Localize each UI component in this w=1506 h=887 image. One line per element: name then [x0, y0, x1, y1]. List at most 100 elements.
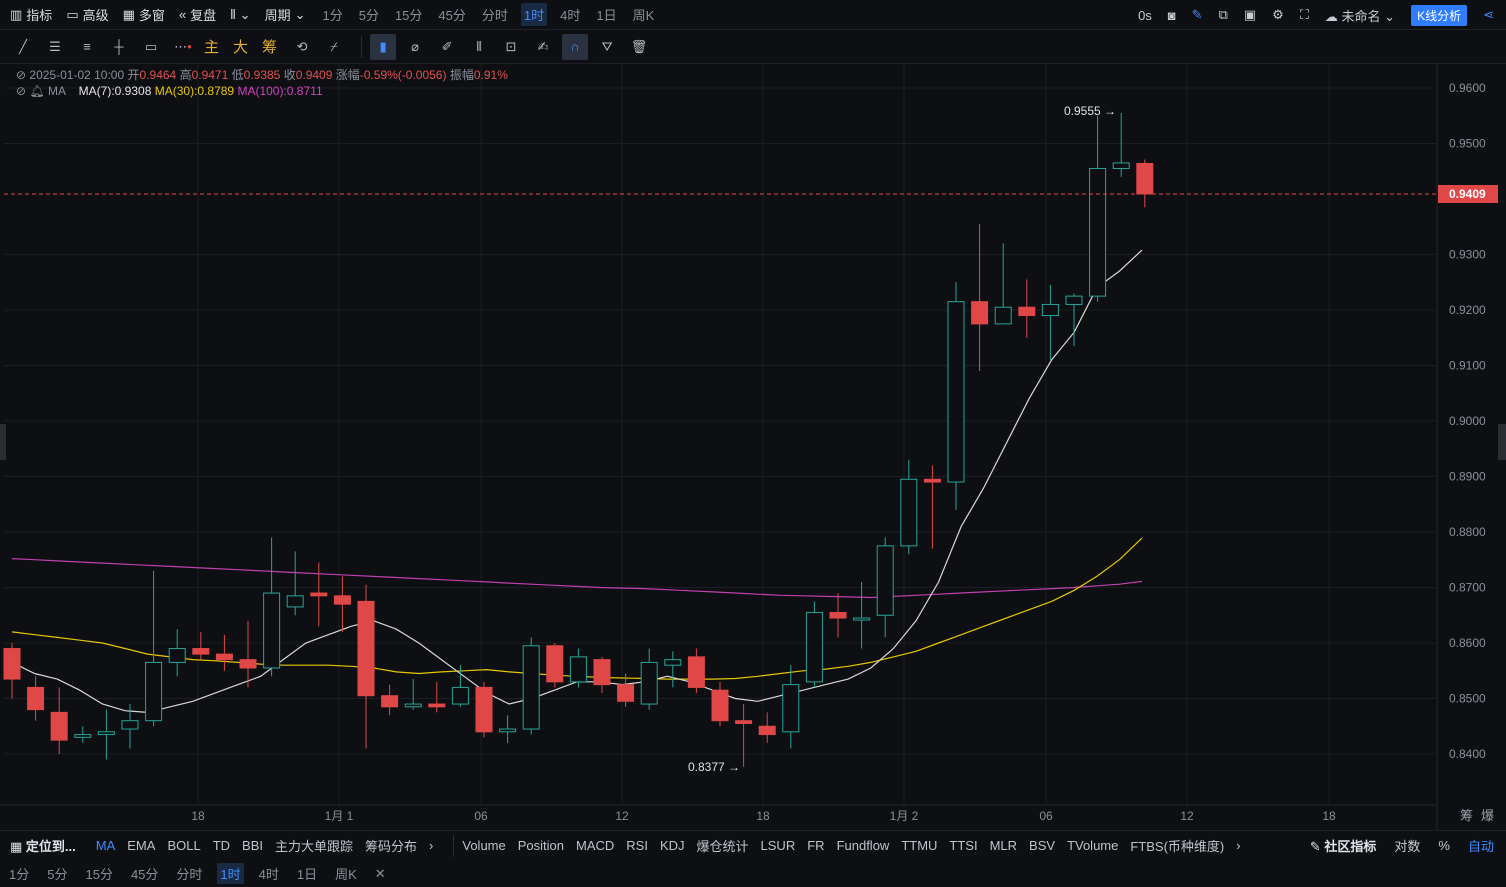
chart-type-dropdown[interactable]: ⫴ ⌄	[230, 7, 250, 23]
indicator-ema[interactable]: EMA	[127, 838, 156, 853]
hide-drawings-icon[interactable]: ⌿	[330, 38, 338, 54]
pen-icon[interactable]: ✎	[1191, 7, 1203, 22]
candle-body	[664, 659, 682, 666]
edit-icon[interactable]: ✍	[537, 38, 549, 54]
indicator-rsi[interactable]: RSI	[626, 838, 648, 853]
indicator-lsur[interactable]: LSUR	[760, 838, 796, 853]
gear-icon[interactable]: ⚙	[1272, 7, 1284, 22]
indicator-bbi[interactable]: BBI	[242, 838, 263, 853]
price-chart[interactable]: 0.9600 0.9500 0.9300 0.9200 0.9100 0.9000 0.89…	[0, 64, 1506, 830]
multi-window-button[interactable]: ▦ 多窗	[122, 6, 165, 24]
sync-icon[interactable]: ⟲	[296, 38, 308, 54]
candles-icon[interactable]: ⫴	[476, 38, 482, 54]
candle-body	[782, 684, 800, 733]
indicator-boll[interactable]: BOLL	[167, 838, 201, 853]
tab-timeframe-1w[interactable]: 周K	[632, 8, 655, 23]
more-icon[interactable]: ⋯ ●	[174, 38, 192, 54]
indicator-td[interactable]: TD	[212, 838, 231, 853]
chevron-right-icon[interactable]: ›	[1236, 838, 1241, 853]
candle-body	[853, 617, 871, 621]
parallel-lines-icon[interactable]: ☰	[49, 38, 61, 54]
indicator-liquidation[interactable]: 爆仓统计	[696, 839, 749, 854]
indicator-macd[interactable]: MACD	[576, 838, 615, 853]
brush-icon[interactable]: ✐	[441, 38, 453, 54]
btm-timeframe-5m[interactable]: 5分	[47, 867, 68, 882]
candle-body	[333, 595, 351, 605]
auto-scale-toggle[interactable]: 自动	[1467, 839, 1494, 854]
bell-icon[interactable]: 🔔︎	[29, 84, 45, 98]
indicator-chip-distribution[interactable]: 筹码分布	[365, 839, 418, 854]
btm-timeframe-15m[interactable]: 15分	[85, 867, 113, 882]
bookmark-icon[interactable]: ▮	[370, 33, 397, 60]
lock-icon[interactable]: ⊡	[505, 38, 517, 54]
filter-icon[interactable]: ⛛	[601, 38, 613, 54]
popout-icon[interactable]: ⧉	[1218, 7, 1228, 22]
percent-scale-toggle[interactable]: %	[1438, 838, 1450, 853]
candle-body	[994, 306, 1012, 325]
horizontal-line-icon[interactable]: ┼	[114, 39, 124, 54]
indicator-ttsi[interactable]: TTSI	[949, 838, 978, 853]
layout-dropdown[interactable]: ☁ 未命名 ⌄	[1324, 8, 1396, 24]
kline-analysis-button[interactable]: K线分析	[1411, 4, 1468, 26]
rectangle-icon[interactable]: ▭	[144, 38, 158, 54]
tab-timeframe-1h[interactable]: 1时	[520, 3, 548, 26]
candle-body	[27, 686, 45, 711]
locate-button[interactable]: ▦ 定位到...	[10, 839, 76, 854]
candle-body	[711, 689, 729, 722]
log-scale-toggle[interactable]: 对数	[1394, 839, 1421, 854]
indicator-ma[interactable]: MA	[95, 838, 116, 853]
candle-body	[1018, 306, 1036, 317]
collapse-icon[interactable]: ⊘	[16, 84, 27, 98]
tab-timeframe-1m[interactable]: 1分	[322, 8, 343, 23]
collapse-icon[interactable]: ⊘	[16, 68, 27, 82]
indicator-fundflow[interactable]: Fundflow	[836, 838, 890, 853]
big-order-button[interactable]: 大	[233, 39, 249, 56]
indicator-volume[interactable]: Volume	[462, 838, 506, 853]
tab-timeframe-15m[interactable]: 15分	[394, 8, 423, 23]
btm-timeframe-1d[interactable]: 1日	[296, 867, 318, 882]
candle-body	[310, 592, 328, 597]
btm-timeframe-45m[interactable]: 45分	[130, 867, 159, 882]
indicator-ftbs[interactable]: FTBS(币种维度)	[1130, 839, 1225, 854]
close-icon[interactable]: ✕	[374, 865, 386, 881]
community-indicators-button[interactable]: ✎ 社区指标	[1309, 839, 1377, 854]
btm-timeframe-1m[interactable]: 1分	[9, 867, 30, 882]
left-collapse-handle	[0, 424, 6, 460]
indicators-button[interactable]: ▥ 指标	[10, 6, 53, 24]
indicator-mlr[interactable]: MLR	[989, 838, 1018, 853]
snapshot-icon[interactable]: ▣	[1243, 7, 1257, 22]
replay-button[interactable]: «复盘	[178, 7, 217, 23]
tab-timeframe-1d[interactable]: 1日	[596, 8, 617, 23]
main-force-button[interactable]: 主	[204, 39, 220, 56]
indicator-fr[interactable]: FR	[807, 838, 825, 853]
indicator-ttmu[interactable]: TTMU	[901, 838, 938, 853]
advanced-button[interactable]: ▭ 高级	[66, 6, 109, 24]
period-dropdown[interactable]: 周期 ⌄	[264, 6, 306, 24]
candle-body	[121, 720, 139, 730]
magnet-icon[interactable]: ∩	[562, 33, 589, 60]
indicator-kdj[interactable]: KDJ	[659, 838, 685, 853]
camera-icon[interactable]: ◙	[1167, 7, 1176, 23]
tab-timeframe-4h[interactable]: 4时	[560, 8, 581, 23]
chip-button[interactable]: 筹	[262, 39, 278, 56]
tab-timeframe-5m[interactable]: 5分	[358, 8, 379, 23]
fullscreen-icon[interactable]: ⛶	[1299, 7, 1309, 22]
tab-timeframe-timeshare[interactable]: 分时	[481, 8, 508, 23]
horizontal-lines-icon[interactable]: ≡	[83, 39, 91, 54]
indicator-tvolume[interactable]: TVolume	[1067, 838, 1119, 853]
share-icon[interactable]: ⋖	[1483, 7, 1494, 22]
btm-timeframe-timeshare[interactable]: 分时	[176, 867, 203, 882]
trash-icon[interactable]: 🗑	[630, 38, 648, 54]
ruler-icon[interactable]: ⌀	[411, 38, 419, 54]
chevron-right-icon[interactable]: ›	[429, 838, 434, 853]
indicator-bsv[interactable]: BSV	[1029, 838, 1056, 853]
btm-timeframe-4h[interactable]: 4时	[258, 867, 279, 882]
btm-timeframe-1w[interactable]: 周K	[335, 867, 357, 882]
candle-body	[522, 645, 540, 730]
tab-timeframe-45m[interactable]: 45分	[438, 8, 466, 23]
indicator-main-force[interactable]: 主力大单跟踪	[275, 839, 354, 854]
indicator-position[interactable]: Position	[517, 838, 564, 853]
trendline-icon[interactable]: ╱	[19, 38, 27, 54]
y-tick-label: 0.8400	[1449, 747, 1486, 761]
btm-timeframe-1h[interactable]: 1时	[217, 863, 244, 884]
